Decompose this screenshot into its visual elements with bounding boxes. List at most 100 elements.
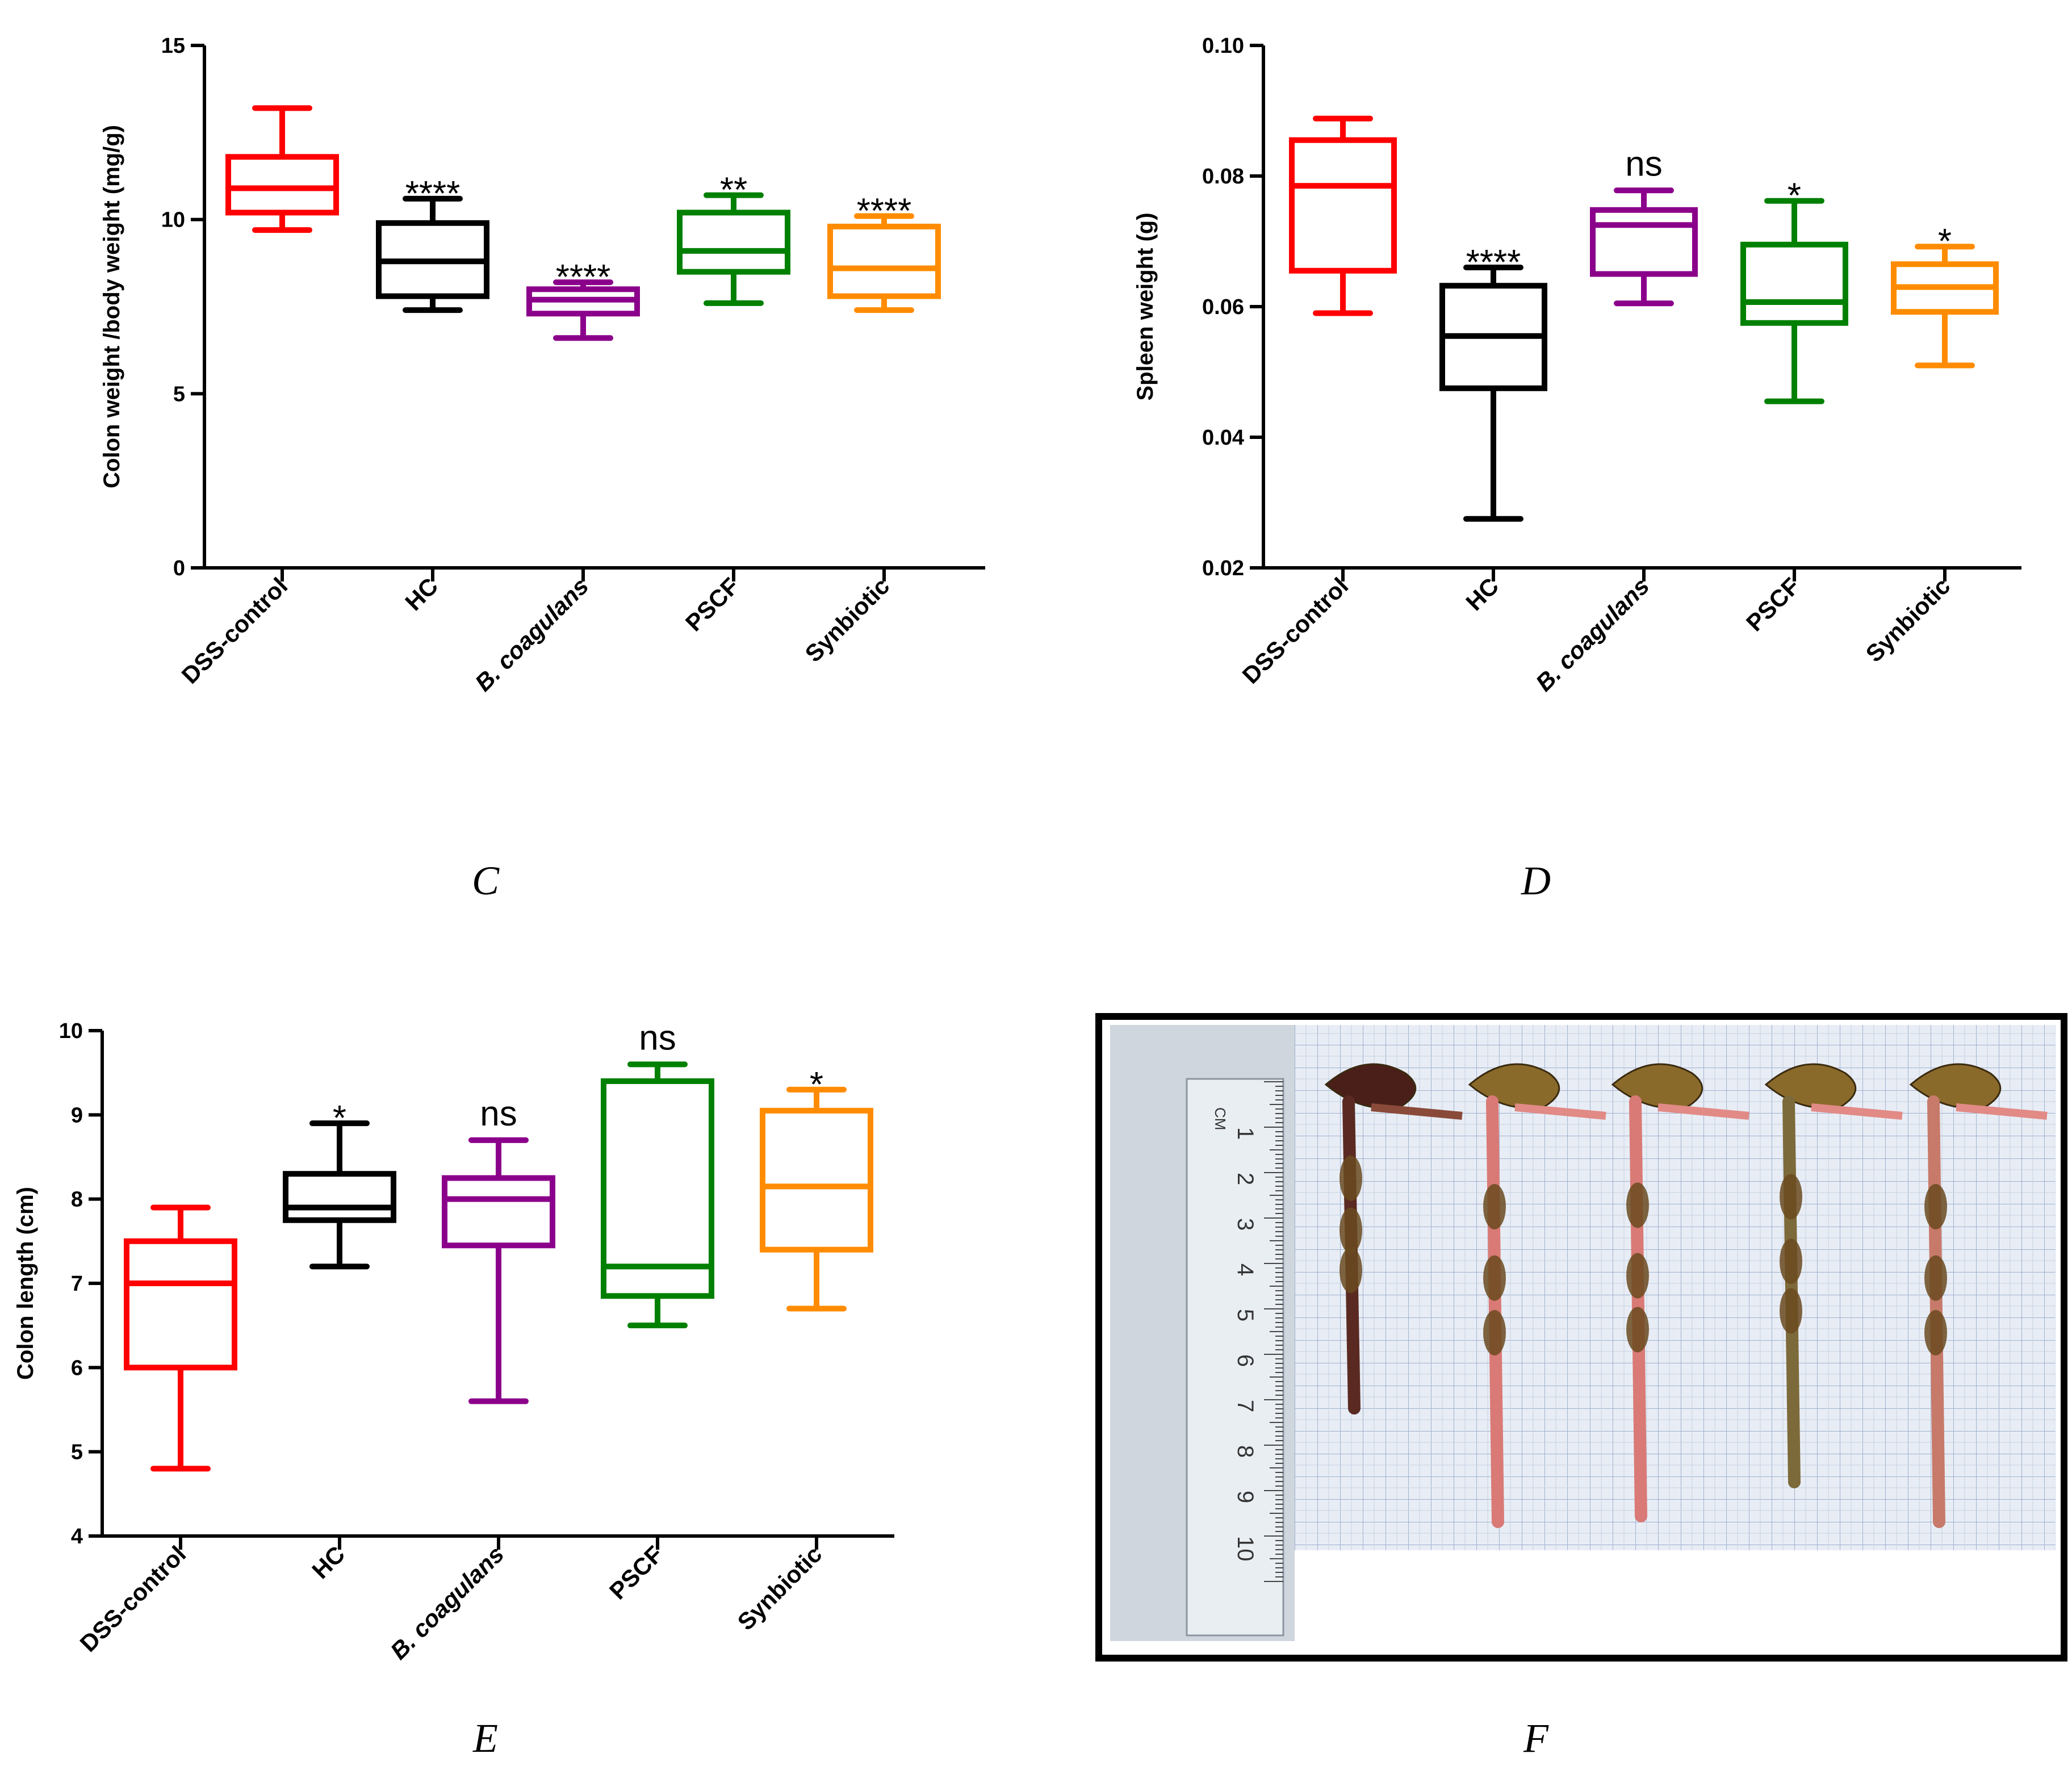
- y-tick-label: 0: [173, 556, 185, 580]
- box-plot-hc: [283, 1120, 396, 1270]
- fecal-pellet: [1626, 1253, 1649, 1299]
- x-tick-label: HC: [307, 1541, 350, 1584]
- small-intestine-segment: [1657, 1103, 1749, 1120]
- iqr-box: [827, 223, 941, 299]
- y-axis-label: Spleen weight (g): [1133, 212, 1158, 400]
- panel-label-e: E: [472, 1715, 498, 1761]
- y-tick-label: 9: [71, 1103, 83, 1127]
- y-axis-label: Colon weight /body weight (mg/g): [99, 125, 124, 488]
- ruler-number: 5: [1233, 1309, 1258, 1321]
- y-tick-label: 0.04: [1202, 426, 1244, 450]
- iqr-box: [1590, 207, 1698, 277]
- box-plot-dss-control: [1289, 115, 1397, 316]
- colon-photo: 1 2 3 4 5 6 7 8 9 10 CM: [1095, 1013, 2067, 1662]
- significance-annotation: **: [720, 171, 747, 210]
- box-plot-synbiotic: [760, 1086, 873, 1312]
- y-tick-label: 8: [71, 1188, 83, 1212]
- ruler-number: 2: [1233, 1173, 1258, 1185]
- significance-annotation: *: [333, 1099, 346, 1138]
- x-tick-label: Synbiotic: [800, 572, 894, 667]
- ruler-number: 7: [1233, 1400, 1258, 1412]
- fecal-pellet: [1780, 1238, 1802, 1284]
- significance-annotation: ns: [639, 1018, 676, 1057]
- fecal-pellet: [1483, 1255, 1506, 1301]
- box-plot-dss-control: [124, 1204, 237, 1472]
- ruler-number: 6: [1233, 1354, 1258, 1367]
- y-tick-label: 0.08: [1202, 165, 1244, 189]
- colon-specimen-3: [1611, 1063, 1749, 1522]
- x-tick-label: DSS-control: [75, 1541, 191, 1657]
- ruler-number: 4: [1233, 1263, 1258, 1276]
- ruler-number: 10: [1233, 1536, 1258, 1562]
- y-tick-label: 5: [71, 1441, 83, 1464]
- iqr-box: [677, 210, 790, 275]
- panel-d-chart: 0.02 0.04 0.06 0.08 0.10 Spleen weight (g) DSS…: [1133, 34, 2021, 696]
- small-intestine-segment: [1811, 1103, 1903, 1120]
- iqr-box: [124, 1238, 237, 1371]
- box-plot-pscf: [677, 192, 790, 306]
- small-intestine-segment: [1371, 1103, 1463, 1120]
- ruler-unit-label: CM: [1212, 1107, 1229, 1130]
- y-tick-label: 5: [173, 382, 185, 406]
- fecal-pellet: [1340, 1248, 1362, 1293]
- fecal-pellet: [1626, 1182, 1649, 1228]
- fecal-pellet: [1340, 1156, 1362, 1201]
- iqr-box: [442, 1175, 555, 1249]
- y-tick-label: 10: [59, 1019, 83, 1043]
- ruler-scale: 1 2 3 4 5 6 7 8 9 10: [1233, 1081, 1283, 1582]
- small-intestine-segment: [1956, 1103, 2048, 1120]
- significance-annotation: ****: [1466, 243, 1521, 282]
- y-tick-label: 6: [71, 1356, 83, 1380]
- box-plot-synbiotic: [1891, 244, 1999, 369]
- iqr-box: [283, 1171, 396, 1223]
- significance-annotation: *: [1938, 222, 1952, 261]
- x-tick-label: HC: [1460, 572, 1504, 616]
- fecal-pellet: [1340, 1207, 1362, 1253]
- iqr-box: [225, 154, 339, 216]
- x-tick-label: PSCF: [1741, 572, 1805, 636]
- box-plot-pscf: [1740, 198, 1848, 404]
- x-tick-label: B. coagulans: [385, 1541, 509, 1664]
- iqr-box: [1740, 241, 1848, 326]
- iqr-box: [1289, 137, 1397, 274]
- fecal-pellet: [1924, 1184, 1947, 1229]
- colon-specimen-1: [1324, 1063, 1463, 1415]
- x-tick-label: DSS-control: [1237, 572, 1354, 689]
- ruler: [1186, 1078, 1284, 1637]
- x-tick-label: PSCF: [604, 1541, 668, 1604]
- y-tick-label: 0.10: [1202, 34, 1244, 58]
- significance-annotation: *: [810, 1065, 823, 1104]
- y-tick-label: 0.06: [1202, 295, 1244, 319]
- colon-specimen-2: [1468, 1063, 1606, 1528]
- ruler-number: 9: [1233, 1491, 1258, 1503]
- fecal-pellet: [1780, 1288, 1802, 1334]
- x-tick-label: DSS-control: [177, 572, 293, 689]
- box-plot-hc: [1439, 265, 1547, 522]
- x-tick-label: B. coagulans: [1530, 572, 1654, 696]
- significance-annotation: ****: [857, 192, 912, 231]
- fecal-pellet: [1483, 1310, 1506, 1355]
- panel-c-chart: 0 5 10 15 Colon weight /body weight (mg/g) DS…: [99, 34, 985, 696]
- box-plot-b-coagulans: [442, 1137, 555, 1404]
- y-tick-label: 0.02: [1202, 556, 1244, 580]
- y-axis-label: Colon length (cm): [13, 1187, 38, 1380]
- colon-specimens: [1324, 1063, 2048, 1528]
- x-tick-label: HC: [400, 572, 443, 616]
- iqr-box: [601, 1078, 714, 1299]
- colon-specimen-4: [1764, 1063, 1903, 1488]
- significance-annotation: ns: [480, 1094, 517, 1133]
- ruler-number: 8: [1233, 1445, 1258, 1458]
- box-plot-pscf: [601, 1061, 714, 1329]
- significance-annotation: *: [1788, 177, 1801, 216]
- box-plot-b-coagulans: [526, 279, 640, 341]
- significance-annotation: ns: [1625, 144, 1662, 183]
- box-plot-b-coagulans: [1590, 187, 1698, 307]
- panel-label-d: D: [1521, 858, 1551, 903]
- fecal-pellet: [1924, 1310, 1947, 1355]
- colon-specimen-5: [1909, 1063, 2048, 1528]
- panel-label-c: C: [472, 858, 500, 903]
- x-tick-label: Synbiotic: [732, 1541, 827, 1635]
- x-tick-label: B. coagulans: [470, 572, 593, 696]
- significance-annotation: ****: [405, 174, 461, 214]
